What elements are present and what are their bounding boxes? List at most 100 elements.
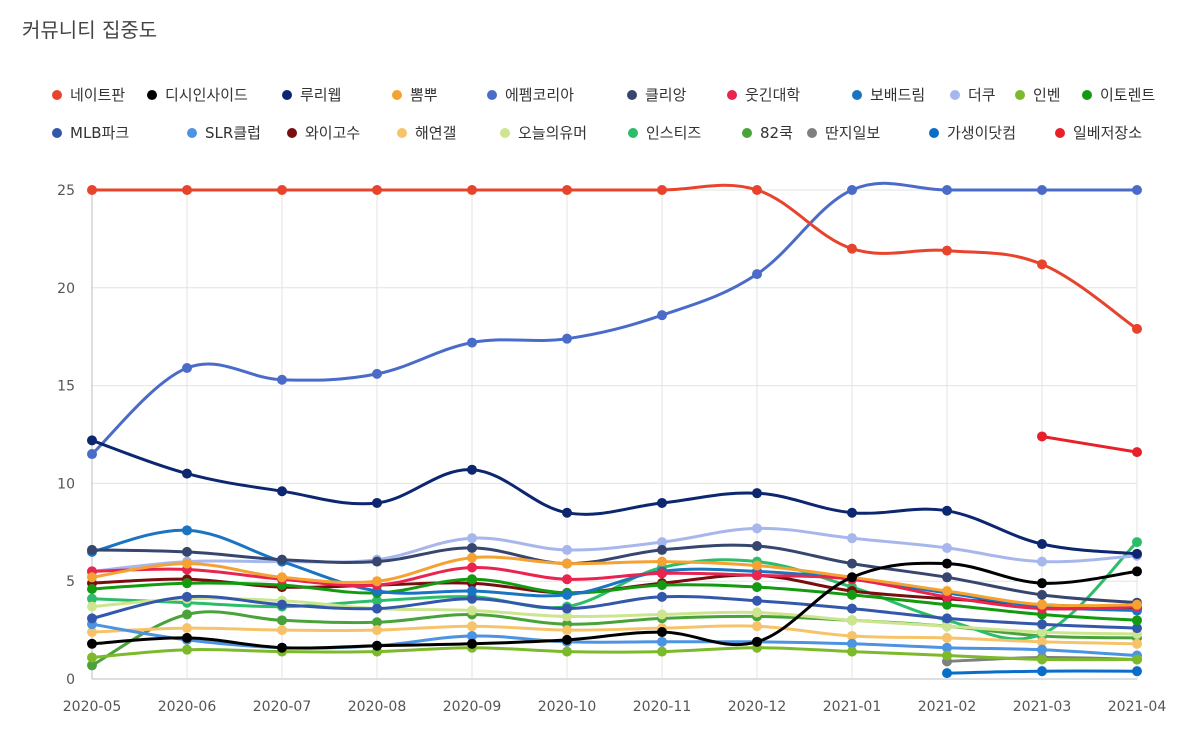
legend-item[interactable]: 뽐뿌 — [392, 84, 438, 105]
data-point — [87, 593, 97, 604]
legend-item[interactable]: 네이트판 — [52, 84, 125, 105]
legend-item[interactable]: 와이고수 — [287, 122, 360, 143]
legend-item[interactable]: 루리웹 — [282, 84, 341, 105]
y-tick-label: 10 — [57, 476, 75, 492]
data-point — [372, 556, 382, 567]
legend-label: 딴지일보 — [825, 124, 881, 142]
data-point — [942, 668, 952, 679]
y-tick-label: 5 — [66, 574, 75, 590]
legend-item[interactable]: SLR클럽 — [187, 122, 261, 143]
legend-label: 디시인사이드 — [165, 86, 248, 104]
data-point — [87, 627, 97, 638]
x-tick-label: 2020-09 — [443, 699, 502, 715]
data-point — [752, 523, 762, 534]
legend: 네이트판 디시인사이드 루리웹 뽐뿌 에펨코리아 클리앙 웃긴대학 보배드림 더쿠 인벤 이토렌트 M… — [52, 84, 1172, 154]
legend-marker — [1055, 127, 1065, 138]
legend-item[interactable]: 82쿡 — [742, 122, 793, 143]
legend-label: 웃긴대학 — [745, 86, 801, 104]
data-point — [1132, 323, 1142, 334]
data-point — [277, 599, 287, 610]
data-point — [372, 185, 382, 195]
data-point — [562, 185, 572, 195]
data-point — [1132, 654, 1142, 665]
legend-label: SLR클럽 — [205, 124, 261, 142]
legend-marker — [287, 127, 297, 138]
data-point — [847, 630, 857, 641]
data-point — [657, 537, 667, 548]
legend-marker — [392, 89, 402, 100]
legend-item[interactable]: 인벤 — [1015, 84, 1061, 105]
data-point — [87, 638, 97, 649]
x-tick-label: 2020-12 — [728, 699, 787, 715]
data-point — [942, 542, 952, 553]
data-point — [277, 554, 287, 565]
legend-item[interactable]: 해연갤 — [397, 122, 456, 143]
data-point — [372, 617, 382, 628]
data-point — [467, 337, 477, 348]
legend-item[interactable]: 디시인사이드 — [147, 84, 248, 105]
data-point — [847, 646, 857, 657]
legend-item[interactable]: 일베저장소 — [1055, 122, 1142, 143]
data-point — [277, 615, 287, 626]
legend-item[interactable]: 딴지일보 — [807, 122, 880, 143]
legend-item[interactable]: MLB파크 — [52, 122, 129, 143]
series-9 — [87, 523, 1142, 577]
data-point — [562, 646, 572, 657]
data-point — [1132, 615, 1142, 626]
data-point — [1132, 185, 1142, 195]
series-line — [90, 596, 1139, 636]
series-5 — [87, 181, 1142, 460]
legend-item[interactable]: 이토렌트 — [1082, 84, 1155, 105]
data-point — [1037, 589, 1047, 600]
legend-item[interactable]: 클리앙 — [627, 84, 686, 105]
data-point — [562, 603, 572, 614]
data-point — [182, 623, 192, 634]
series-3 — [87, 435, 1142, 559]
legend-label: 오늘의유머 — [518, 124, 588, 142]
legend-marker — [727, 89, 737, 100]
data-point — [1037, 578, 1047, 589]
data-point — [182, 546, 192, 557]
legend-marker — [487, 89, 497, 100]
legend-item[interactable]: 인스티즈 — [628, 122, 701, 143]
data-point — [562, 333, 572, 344]
data-point — [562, 574, 572, 585]
legend-item[interactable]: 웃긴대학 — [727, 84, 800, 105]
series-2 — [87, 558, 1142, 653]
data-point — [87, 572, 97, 583]
data-point — [657, 591, 667, 602]
series-line — [90, 526, 1139, 573]
series-line — [90, 624, 1139, 646]
data-point — [847, 589, 857, 600]
data-point — [1037, 431, 1047, 442]
series-line — [90, 528, 1139, 612]
data-point — [1037, 644, 1047, 655]
data-point — [562, 634, 572, 645]
data-point — [182, 578, 192, 589]
data-point — [562, 589, 572, 600]
data-point — [942, 621, 952, 632]
legend-item[interactable]: 더쿠 — [950, 84, 996, 105]
legend-label: 뽐뿌 — [410, 86, 438, 104]
legend-item[interactable]: 보배드림 — [852, 84, 925, 105]
data-point — [847, 243, 857, 254]
data-point — [182, 468, 192, 479]
legend-item[interactable]: 오늘의유머 — [500, 122, 587, 143]
data-point — [467, 574, 477, 585]
data-point — [657, 185, 667, 195]
legend-marker — [187, 127, 197, 138]
data-point — [942, 185, 952, 195]
data-point — [1037, 654, 1047, 665]
data-point — [752, 636, 762, 647]
y-tick-label: 0 — [66, 672, 75, 688]
legend-item[interactable]: 에펨코리아 — [487, 84, 574, 105]
data-point — [87, 584, 97, 595]
data-point — [277, 185, 287, 195]
data-point — [467, 621, 477, 632]
legend-item[interactable]: 가생이닷컴 — [929, 122, 1016, 143]
data-point — [182, 609, 192, 620]
data-point — [657, 646, 667, 657]
data-point — [752, 488, 762, 499]
data-point — [1037, 185, 1047, 195]
